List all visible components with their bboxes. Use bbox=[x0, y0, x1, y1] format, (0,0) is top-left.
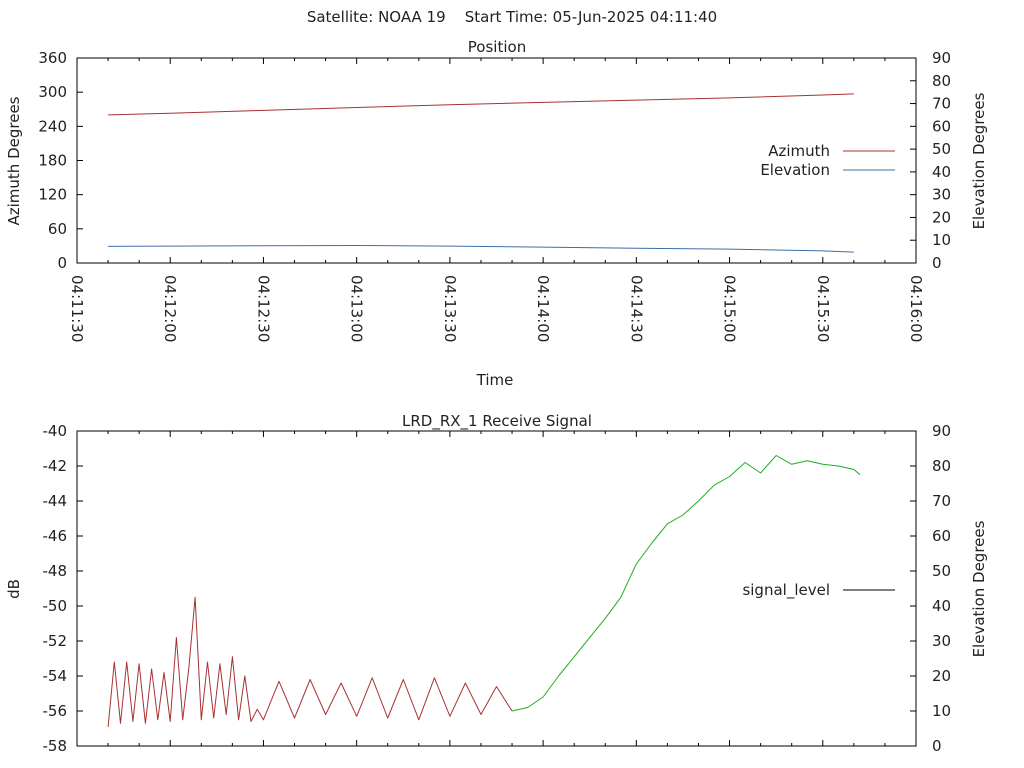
y2-tick-label: 40 bbox=[932, 163, 951, 181]
satellite-label: Satellite: NOAA 19 bbox=[306, 8, 446, 26]
signal-legend: signal_level bbox=[742, 581, 895, 600]
y-tick-label: 0 bbox=[57, 254, 67, 272]
signal-y-axis-label: dB bbox=[5, 579, 23, 599]
legend-label-elevation: Elevation bbox=[760, 161, 830, 179]
y2-tick-label: 0 bbox=[932, 254, 942, 272]
series-line-signal bbox=[511, 455, 861, 712]
position-y-axis-label: Azimuth Degrees bbox=[5, 96, 23, 225]
y-tick-label: 240 bbox=[38, 117, 67, 135]
y2-tick-label: 20 bbox=[932, 667, 951, 685]
figure-title: Satellite: NOAA 19 Start Time: 05-Jun-20… bbox=[0, 8, 1024, 26]
y-tick-label: 360 bbox=[38, 49, 67, 67]
y-tick-label: 120 bbox=[38, 186, 67, 204]
series-line-azimuth bbox=[108, 93, 854, 116]
y2-tick-label: 0 bbox=[932, 737, 942, 755]
position-left-tick-labels: 0 60 120 180 240 300 360 bbox=[38, 49, 67, 272]
start-time-label: Start Time: 05-Jun-2025 04:11:40 bbox=[464, 8, 718, 26]
y-tick-label: -56 bbox=[43, 702, 68, 720]
x-tick-label: 04:12:00 bbox=[161, 275, 179, 342]
y2-tick-label: 20 bbox=[932, 208, 951, 226]
signal-y2-axis-label: Elevation Degrees bbox=[970, 520, 988, 657]
x-tick-label: 04:13:30 bbox=[441, 275, 459, 342]
y-tick-label: -54 bbox=[43, 667, 68, 685]
y2-tick-label: 50 bbox=[932, 140, 951, 158]
signal-plot-frame bbox=[76, 430, 917, 747]
x-tick-label: 04:16:00 bbox=[907, 275, 925, 342]
series-line-elevation bbox=[108, 245, 854, 253]
position-x-axis-label: Time bbox=[476, 371, 514, 389]
y-tick-label: -46 bbox=[43, 527, 68, 545]
y2-tick-label: 90 bbox=[932, 422, 951, 440]
x-tick-label: 04:12:30 bbox=[254, 275, 272, 342]
y2-tick-label: 60 bbox=[932, 117, 951, 135]
y2-tick-label: 90 bbox=[932, 49, 951, 67]
series-line-noise bbox=[107, 596, 513, 727]
position-legend: Azimuth Elevation bbox=[760, 142, 895, 179]
y2-tick-label: 40 bbox=[932, 597, 951, 615]
y2-tick-label: 80 bbox=[932, 457, 951, 475]
y-tick-label: -48 bbox=[43, 562, 68, 580]
y2-tick-label: 70 bbox=[932, 492, 951, 510]
y-tick-label: 300 bbox=[38, 83, 67, 101]
y2-tick-label: 60 bbox=[932, 527, 951, 545]
y-tick-label: -50 bbox=[43, 597, 68, 615]
y-tick-label: -44 bbox=[43, 492, 68, 510]
position-chart-title: Position bbox=[468, 38, 526, 56]
signal-chart-title: LRD_RX_1 Receive Signal bbox=[402, 412, 592, 431]
position-y2-axis-label: Elevation Degrees bbox=[970, 92, 988, 229]
y2-tick-label: 10 bbox=[932, 231, 951, 249]
signal-tick-marks bbox=[76, 430, 917, 747]
y-tick-label: -58 bbox=[43, 737, 68, 755]
position-x-tick-labels: 04:11:30 04:12:00 04:12:30 04:13:00 04:13:30… bbox=[68, 275, 925, 342]
position-right-tick-labels: 0 10 20 30 40 50 60 70 80 90 bbox=[932, 49, 951, 272]
position-chart: Position 0 60 120 180 240 300 360 0 10 20 30 40 50 6… bbox=[5, 38, 988, 389]
x-tick-label: 04:11:30 bbox=[68, 275, 86, 342]
y-tick-label: 180 bbox=[38, 152, 67, 170]
y-tick-label: 60 bbox=[48, 220, 67, 238]
y2-tick-label: 30 bbox=[932, 186, 951, 204]
x-tick-label: 04:15:30 bbox=[814, 275, 832, 342]
y2-tick-label: 70 bbox=[932, 95, 951, 113]
x-tick-label: 04:14:30 bbox=[627, 275, 645, 342]
x-tick-label: 04:15:00 bbox=[721, 275, 739, 342]
y2-tick-label: 50 bbox=[932, 562, 951, 580]
y2-tick-label: 10 bbox=[932, 702, 951, 720]
x-tick-label: 04:14:00 bbox=[534, 275, 552, 342]
legend-label-azimuth: Azimuth bbox=[768, 142, 830, 160]
signal-right-tick-labels: 0 10 20 30 40 50 60 70 80 90 bbox=[932, 422, 951, 755]
y-tick-label: -40 bbox=[43, 422, 68, 440]
legend-label-signal-level: signal_level bbox=[742, 581, 830, 600]
position-tick-marks bbox=[76, 57, 917, 264]
x-tick-label: 04:13:00 bbox=[348, 275, 366, 342]
signal-chart: LRD_RX_1 Receive Signal -58-56-54-52-50-… bbox=[5, 412, 988, 755]
signal-left-tick-labels: -58 -56 -54 -52 -50 -48 -46 -44 -42 -40 bbox=[43, 422, 68, 755]
y-tick-label: -52 bbox=[43, 632, 68, 650]
y2-tick-label: 30 bbox=[932, 632, 951, 650]
y-tick-label: -42 bbox=[43, 457, 68, 475]
signal-series-lines bbox=[107, 455, 861, 727]
position-series-lines bbox=[108, 93, 854, 253]
y2-tick-label: 80 bbox=[932, 72, 951, 90]
